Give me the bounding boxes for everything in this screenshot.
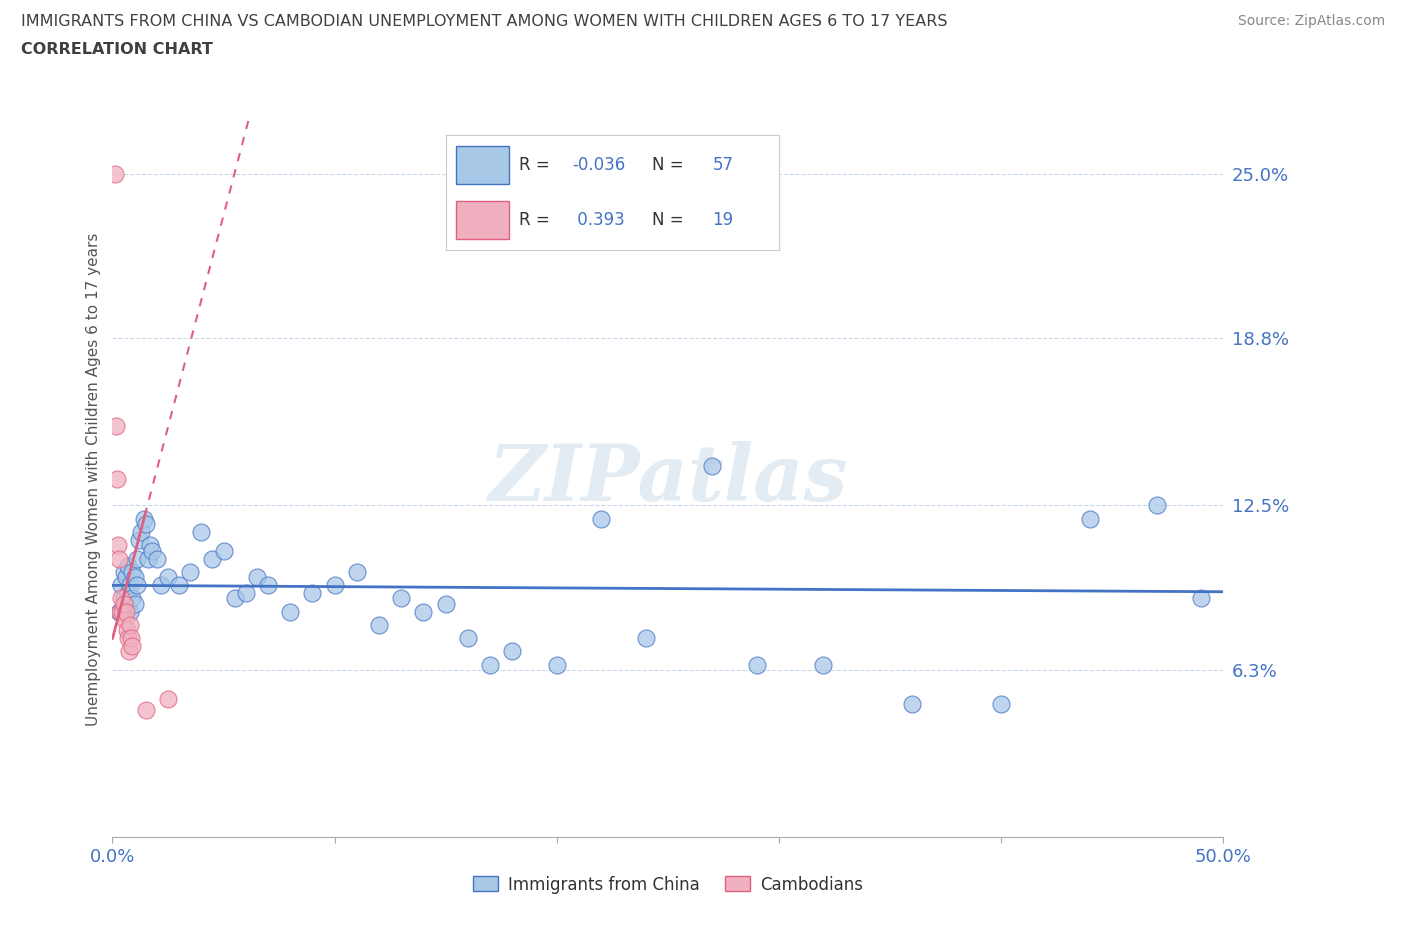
- Point: [114, 612, 136, 627]
- Text: CORRELATION CHART: CORRELATION CHART: [21, 42, 212, 57]
- Point: [301, 586, 323, 601]
- Point: [124, 570, 146, 585]
- Point: [108, 551, 131, 566]
- Point: [110, 591, 132, 605]
- Point: [368, 618, 391, 632]
- Point: [389, 591, 412, 605]
- Point: [139, 538, 162, 552]
- Point: [346, 565, 368, 579]
- Point: [120, 618, 142, 632]
- Point: [201, 551, 224, 566]
- Legend: Immigrants from China, Cambodians: Immigrants from China, Cambodians: [467, 869, 869, 900]
- Point: [125, 578, 148, 592]
- Point: [121, 639, 143, 654]
- Point: [257, 578, 280, 592]
- Point: [118, 644, 141, 658]
- Point: [246, 570, 269, 585]
- Point: [212, 543, 235, 558]
- Point: [990, 697, 1012, 711]
- Point: [157, 570, 180, 585]
- Point: [107, 538, 129, 552]
- Point: [745, 658, 768, 672]
- Point: [141, 543, 163, 558]
- Point: [115, 623, 138, 638]
- Point: [1189, 591, 1212, 605]
- Point: [1078, 512, 1101, 526]
- Point: [634, 631, 657, 645]
- Point: [278, 604, 301, 619]
- Point: [412, 604, 434, 619]
- Point: [121, 591, 143, 605]
- Point: [224, 591, 246, 605]
- Text: Source: ZipAtlas.com: Source: ZipAtlas.com: [1237, 14, 1385, 28]
- Point: [150, 578, 173, 592]
- Text: IMMIGRANTS FROM CHINA VS CAMBODIAN UNEMPLOYMENT AMONG WOMEN WITH CHILDREN AGES 6: IMMIGRANTS FROM CHINA VS CAMBODIAN UNEMP…: [21, 14, 948, 29]
- Point: [104, 166, 127, 181]
- Point: [1146, 498, 1168, 513]
- Y-axis label: Unemployment Among Women with Children Ages 6 to 17 years: Unemployment Among Women with Children A…: [86, 232, 101, 725]
- Point: [546, 658, 568, 672]
- Point: [104, 418, 127, 433]
- Point: [114, 604, 136, 619]
- Point: [125, 551, 148, 566]
- Point: [167, 578, 190, 592]
- Point: [813, 658, 835, 672]
- Point: [108, 604, 131, 619]
- Point: [136, 551, 159, 566]
- Point: [434, 596, 457, 611]
- Point: [110, 578, 132, 592]
- Point: [120, 631, 142, 645]
- Point: [135, 702, 157, 717]
- Point: [128, 533, 150, 548]
- Point: [105, 472, 128, 486]
- Point: [190, 525, 212, 539]
- Point: [124, 596, 146, 611]
- Point: [112, 565, 135, 579]
- Point: [901, 697, 924, 711]
- Point: [110, 604, 132, 619]
- Point: [157, 692, 180, 707]
- Point: [121, 565, 143, 579]
- Point: [179, 565, 201, 579]
- Point: [114, 570, 136, 585]
- Point: [135, 516, 157, 531]
- Point: [117, 586, 139, 601]
- Point: [323, 578, 346, 592]
- Point: [117, 559, 139, 574]
- Point: [120, 604, 142, 619]
- Point: [131, 525, 153, 539]
- Point: [235, 586, 257, 601]
- Point: [591, 512, 613, 526]
- Point: [146, 551, 169, 566]
- Point: [112, 596, 135, 611]
- Point: [120, 578, 142, 592]
- Point: [132, 512, 155, 526]
- Point: [702, 458, 724, 473]
- Point: [112, 591, 135, 605]
- Point: [457, 631, 479, 645]
- Point: [117, 631, 139, 645]
- Text: ZIPatlas: ZIPatlas: [488, 441, 848, 517]
- Point: [114, 596, 136, 611]
- Point: [501, 644, 523, 658]
- Point: [111, 604, 134, 619]
- Point: [479, 658, 502, 672]
